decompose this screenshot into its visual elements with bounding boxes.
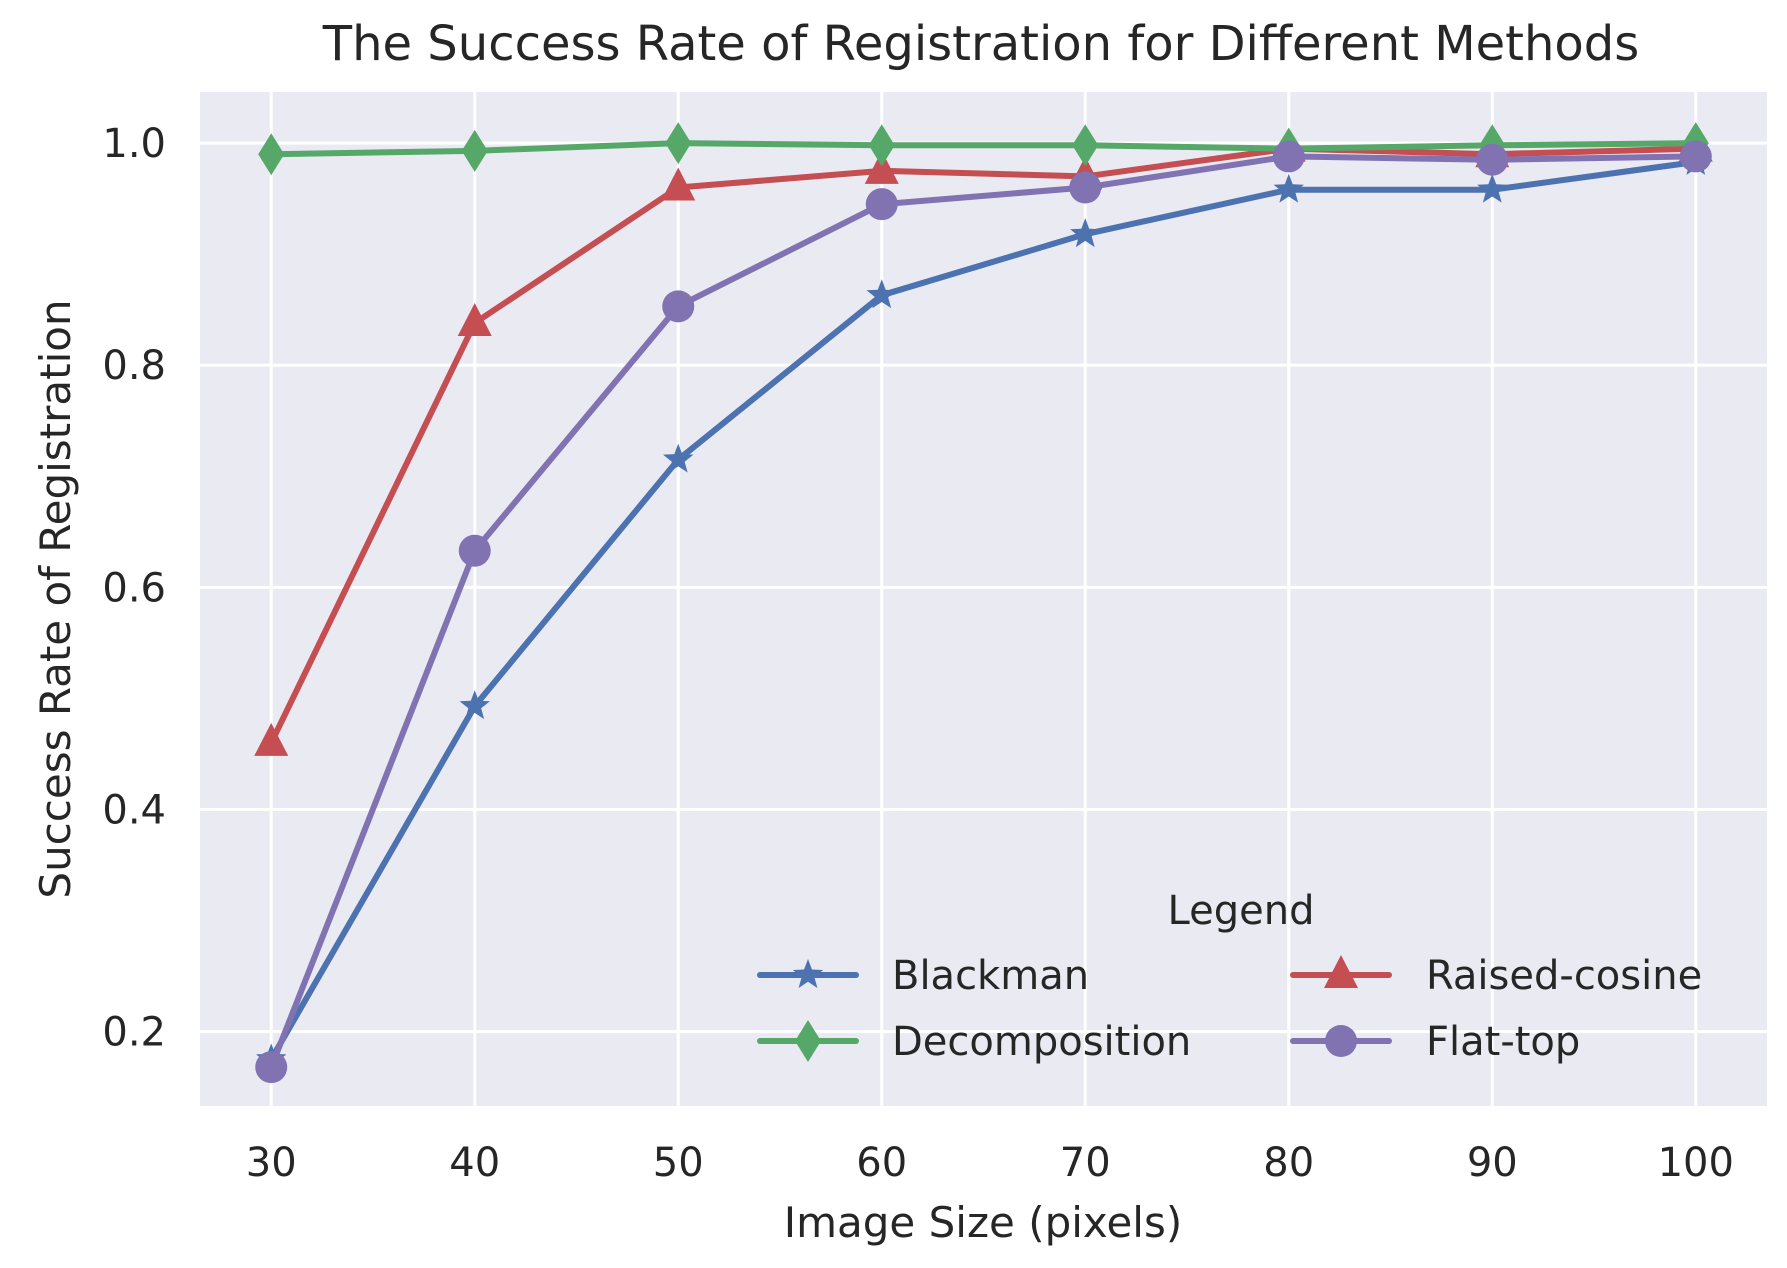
data-point-flat-top bbox=[865, 188, 898, 221]
data-point-flat-top bbox=[1272, 140, 1305, 173]
legend-marker-blackman bbox=[792, 959, 824, 988]
series-line-decomposition bbox=[268, 140, 1699, 158]
y-axis-label: Success Rate of Registration bbox=[31, 299, 80, 898]
x-tick-label: 30 bbox=[246, 1140, 297, 1186]
data-point-flat-top bbox=[1069, 171, 1102, 204]
legend-item-decomposition: Decomposition bbox=[757, 1019, 1191, 1065]
data-point-blackman bbox=[663, 443, 694, 473]
data-point-blackman bbox=[1273, 173, 1304, 203]
y-tick-labels: 0.2 0.4 0.6 0.8 1.0 bbox=[102, 121, 166, 1055]
data-point-flat-top bbox=[662, 290, 695, 323]
data-point-decomposition bbox=[1072, 124, 1099, 167]
plot-area bbox=[200, 92, 1767, 1106]
legend-label-blackman: Blackman bbox=[892, 953, 1089, 999]
legend-item-raised-cosine: Raised-cosine bbox=[1290, 953, 1702, 999]
legend-item-flat-top: Flat-top bbox=[1290, 1019, 1580, 1065]
x-tick-label: 90 bbox=[1467, 1140, 1518, 1186]
series-layer bbox=[254, 122, 1713, 1084]
data-point-decomposition bbox=[665, 122, 692, 165]
x-tick-labels: 30 40 50 60 70 80 90 100 bbox=[246, 1140, 1734, 1186]
series-line-flat-top bbox=[268, 153, 1699, 1071]
series-flat-top bbox=[255, 140, 1712, 1084]
y-tick-label: 0.2 bbox=[102, 1010, 166, 1056]
series-line-blackman bbox=[268, 158, 1699, 1063]
x-tick-label: 50 bbox=[653, 1140, 704, 1186]
data-point-flat-top bbox=[458, 534, 491, 567]
data-point-blackman bbox=[1477, 173, 1508, 203]
y-tick-label: 0.6 bbox=[102, 565, 166, 611]
x-tick-label: 60 bbox=[856, 1140, 907, 1186]
x-tick-label: 40 bbox=[449, 1140, 500, 1186]
data-point-raised-cosine bbox=[254, 722, 289, 756]
data-point-flat-top bbox=[1476, 143, 1509, 176]
legend-marker-flat-top bbox=[1325, 1025, 1357, 1057]
data-point-decomposition bbox=[258, 133, 285, 176]
data-point-blackman bbox=[866, 279, 897, 309]
data-point-blackman bbox=[459, 690, 490, 720]
legend-label-raised-cosine: Raised-cosine bbox=[1426, 953, 1702, 999]
data-point-raised-cosine bbox=[864, 150, 899, 184]
legend-marker-decomposition bbox=[795, 1020, 821, 1062]
legend-title: Legend bbox=[1168, 888, 1315, 934]
series-line-raised-cosine bbox=[268, 145, 1699, 746]
data-point-raised-cosine bbox=[661, 167, 696, 201]
legend-item-blackman: Blackman bbox=[757, 953, 1089, 999]
y-tick-label: 0.4 bbox=[102, 787, 166, 833]
data-point-decomposition bbox=[868, 124, 895, 167]
legend: Legend Blackman Decomposition Raised-cosin… bbox=[757, 888, 1702, 1065]
x-tick-label: 80 bbox=[1263, 1140, 1314, 1186]
y-tick-label: 0.8 bbox=[102, 343, 166, 389]
y-tick-label: 1.0 bbox=[102, 121, 166, 167]
legend-marker-raised-cosine bbox=[1324, 955, 1358, 988]
grid-lines bbox=[200, 92, 1767, 1106]
x-axis-label: Image Size (pixels) bbox=[784, 1198, 1183, 1247]
legend-label-decomposition: Decomposition bbox=[892, 1019, 1191, 1065]
data-point-raised-cosine bbox=[457, 303, 492, 337]
data-point-decomposition bbox=[461, 129, 488, 172]
legend-label-flat-top: Flat-top bbox=[1426, 1019, 1580, 1065]
data-point-blackman bbox=[1070, 218, 1101, 248]
data-point-flat-top bbox=[255, 1051, 288, 1084]
x-tick-label: 70 bbox=[1060, 1140, 1111, 1186]
chart-title: The Success Rate of Registration for Dif… bbox=[322, 16, 1639, 72]
data-point-flat-top bbox=[1679, 140, 1712, 173]
x-tick-label: 100 bbox=[1658, 1140, 1734, 1186]
